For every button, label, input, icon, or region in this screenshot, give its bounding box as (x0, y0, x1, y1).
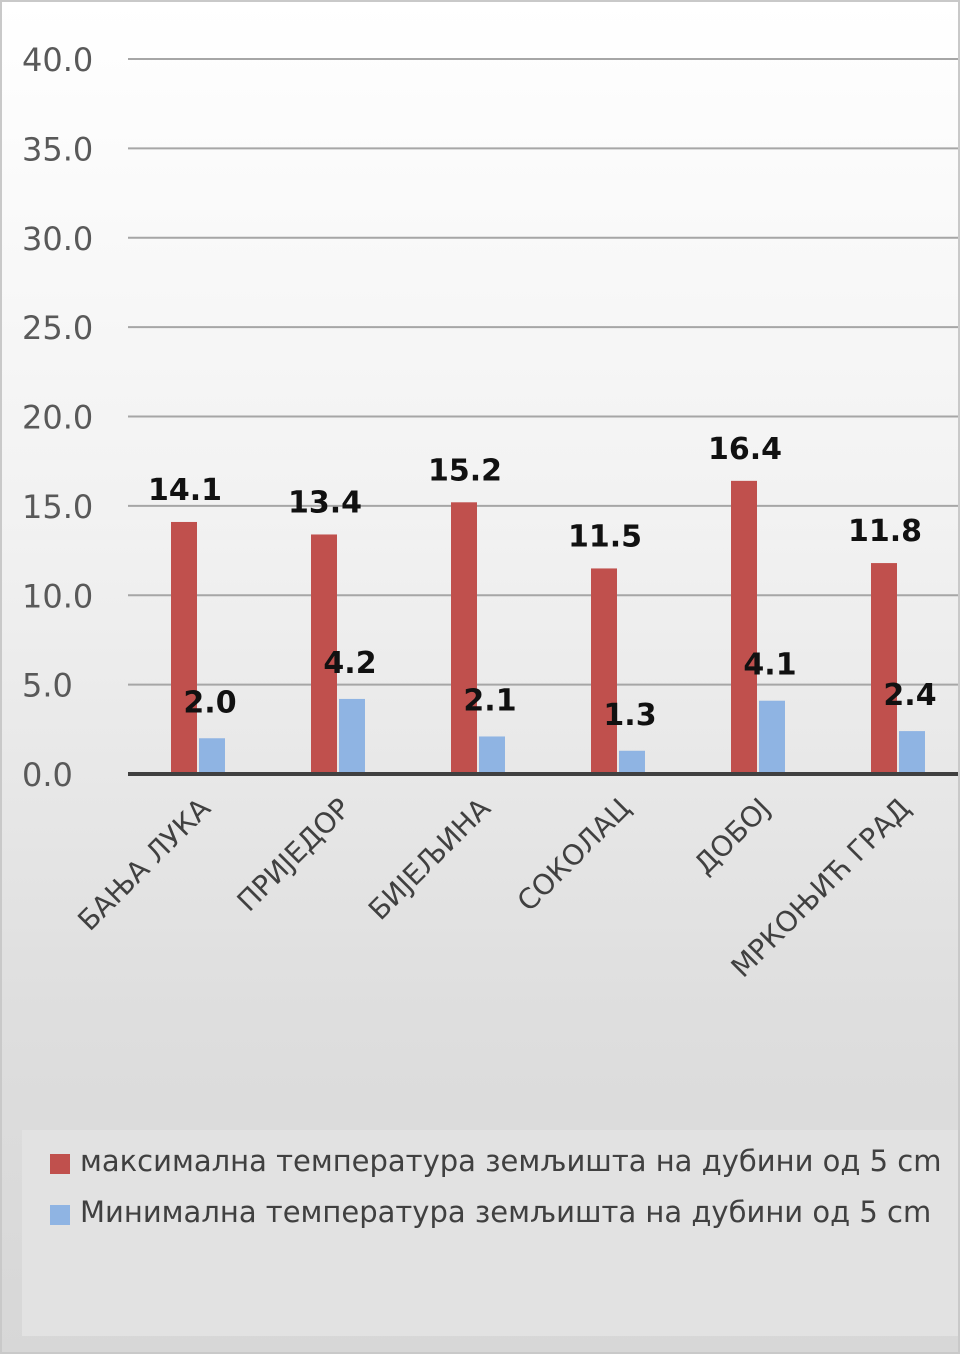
data-label-min-2: 2.1 (463, 683, 516, 718)
bar-min-2 (479, 736, 505, 774)
bar-max-1 (311, 534, 337, 774)
y-tick-label-4: 20.0 (22, 399, 93, 437)
data-label-min-3: 1.3 (603, 698, 656, 733)
y-axis: 0.0 5.0 10.0 15.0 20.0 25.0 30.0 35.0 40.0 (22, 41, 93, 794)
legend-swatch-min (50, 1205, 70, 1225)
bar-max-2 (451, 502, 477, 774)
x-tick-label-3: СОКОЛАЦ (511, 792, 637, 918)
y-tick-label-6: 30.0 (22, 220, 93, 258)
data-label-min-5: 2.4 (883, 678, 936, 713)
y-tick-label-7: 35.0 (22, 130, 93, 168)
legend-item-min: Минимална температура земљишта на дубини… (50, 1189, 958, 1236)
data-label-max-4: 16.4 (708, 432, 782, 467)
bar-max-3 (591, 568, 617, 774)
data-label-min-0: 2.0 (183, 685, 236, 720)
y-tick-label-1: 5.0 (22, 667, 73, 705)
x-axis: БАЊА ЛУКА ПРИЈЕДОР БИЈЕЉИНА СОКОЛАЦ ДОБОЈМРК… (71, 792, 917, 984)
bar-max-5 (871, 563, 897, 774)
y-tick-label-3: 15.0 (22, 488, 93, 526)
x-tick-label-0: БАЊА ЛУКА (71, 792, 217, 938)
data-label-max-0: 14.1 (148, 473, 222, 508)
bar-min-1 (339, 698, 365, 774)
x-tick-label-4: ДОБОЈ (688, 792, 777, 881)
data-label-max-5: 11.8 (848, 514, 922, 549)
legend-swatch-max (50, 1154, 70, 1174)
legend-label-max: максимална температура земљишта на дубин… (80, 1144, 942, 1178)
bar-min-4 (759, 700, 785, 774)
data-label-min-4: 4.1 (743, 648, 796, 683)
bar-min-0 (199, 738, 225, 774)
legend: максимална температура земљишта на дубин… (22, 1130, 958, 1336)
legend-item-max: максимална температура земљишта на дубин… (50, 1138, 958, 1185)
y-tick-label-5: 25.0 (22, 309, 93, 347)
gridlines (128, 58, 958, 686)
data-label-min-1: 4.2 (323, 646, 376, 681)
data-label-max-1: 13.4 (288, 485, 362, 520)
x-tick-label-2: БИЈЕЉИНА (362, 792, 497, 927)
data-labels: 14.1 2.0 13.4 4.2 15.2 2.1 11.5 1.3 16.4 4.1 11.8 2… (148, 432, 937, 733)
y-tick-label-8: 40.0 (22, 41, 93, 79)
bar-min-3 (619, 750, 645, 774)
legend-label-min: Минимална температура земљишта на дубини… (80, 1195, 932, 1229)
bar-min-5 (899, 731, 925, 774)
data-label-max-2: 15.2 (428, 453, 502, 488)
bars (171, 480, 925, 774)
bar-max-0 (171, 521, 197, 774)
bar-max-4 (731, 480, 757, 774)
x-tick-label-1: ПРИЈЕДОР (231, 792, 357, 918)
y-tick-label-2: 10.0 (22, 577, 93, 615)
data-label-max-3: 11.5 (568, 519, 642, 554)
y-tick-label-0: 0.0 (22, 756, 73, 794)
